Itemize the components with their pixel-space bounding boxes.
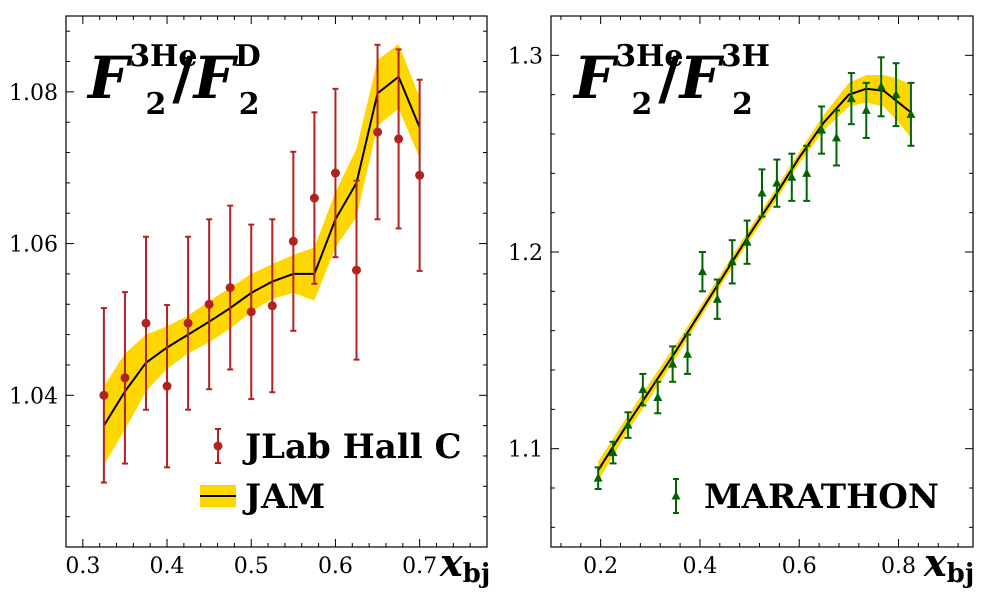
data-point	[831, 132, 841, 142]
data-point	[99, 390, 109, 400]
x-tick-label: 0.5	[234, 554, 269, 579]
x-tick-label: 0.8	[881, 554, 916, 579]
axis-ticks	[551, 15, 973, 547]
data-point	[653, 392, 663, 402]
jam-line	[103, 75, 421, 427]
data-point	[787, 172, 797, 181]
data-point	[891, 89, 901, 99]
y-tick-label: 1.04	[9, 384, 58, 409]
x-tick-label: 0.3	[65, 554, 100, 579]
chart-panel-1: 0.3 0.4 0.5 0.6 0.7 1.04 1.06 1.08 F3He 2/FD 2 xbj J…	[9, 15, 490, 589]
data-point	[267, 301, 277, 311]
jam-line	[597, 87, 912, 471]
legend-label: MARATHON	[704, 477, 939, 517]
data-point	[351, 265, 361, 275]
x-tick-label: 0.4	[150, 554, 185, 579]
chart-title: F3He 2/F3H 2	[572, 39, 770, 122]
chart-title: F3He 2/FD 2	[86, 39, 261, 122]
data-point	[204, 299, 214, 309]
plot-frame	[550, 15, 974, 548]
data-point	[373, 127, 383, 137]
data-point	[712, 294, 722, 303]
x-tick-label: 0.6	[318, 554, 353, 579]
legend: MARATHON	[671, 477, 939, 517]
x-tick-label: 0.7	[402, 554, 437, 579]
data-point	[742, 237, 752, 246]
data-point	[697, 266, 707, 276]
data-point	[727, 256, 737, 266]
data-point	[772, 178, 782, 187]
data-point	[876, 81, 886, 91]
x-tick-label: 0.2	[583, 554, 618, 579]
data-point	[394, 134, 404, 144]
data-point	[141, 318, 151, 328]
chart-panel-2: 0.2 0.4 0.6 0.8 1.1 1.2 1.3 F3He 2/F3H 2 xbj MARATH…	[508, 15, 974, 589]
y-tick-label: 1.3	[508, 44, 543, 69]
data-point	[246, 307, 256, 317]
data-point	[668, 359, 678, 368]
data-point	[802, 168, 812, 177]
data-point	[608, 447, 618, 457]
data-point	[846, 93, 856, 103]
data-series-marathon	[593, 56, 916, 490]
data-point	[593, 473, 603, 482]
data-point	[906, 109, 916, 118]
data-point	[415, 170, 425, 180]
axis-ticks	[65, 16, 488, 548]
data-point	[817, 125, 827, 134]
legend-marker	[213, 441, 223, 451]
data-point	[225, 283, 235, 293]
x-axis-label: xbj	[923, 540, 974, 589]
jam-band	[598, 75, 911, 482]
y-tick-label: 1.08	[9, 81, 58, 106]
data-point	[623, 420, 633, 429]
data-point	[309, 193, 319, 203]
data-point	[288, 236, 298, 246]
y-tick-label: 1.2	[508, 241, 543, 266]
data-point	[683, 349, 693, 358]
legend-marker	[671, 491, 681, 500]
data-point	[757, 188, 767, 197]
x-axis-label: xbj	[439, 540, 490, 589]
data-series-jlab-hall-c	[99, 43, 425, 484]
data-point	[162, 381, 172, 391]
legend-label: JAM	[242, 477, 325, 517]
data-point	[120, 373, 130, 383]
plot-frame	[65, 15, 488, 548]
x-tick-label: 0.4	[682, 554, 717, 579]
data-point	[183, 318, 193, 328]
y-tick-label: 1.1	[508, 438, 543, 463]
y-tick-label: 1.06	[9, 233, 58, 258]
data-point	[861, 105, 871, 114]
legend: JLab Hall C JAM	[200, 427, 462, 517]
data-point	[638, 384, 648, 394]
x-tick-label: 0.6	[782, 554, 817, 579]
data-point	[330, 168, 340, 178]
legend-label: JLab Hall C	[242, 427, 462, 467]
